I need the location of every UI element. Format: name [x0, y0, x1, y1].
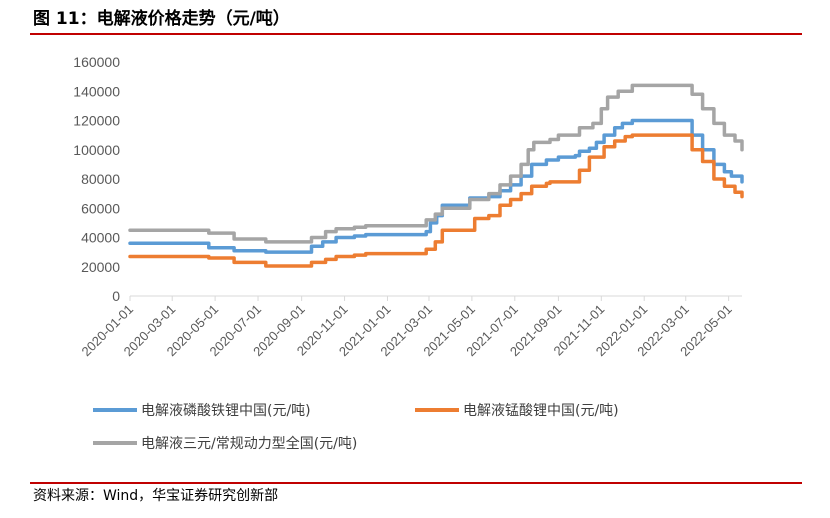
y-tick-label: 80000 [81, 171, 120, 187]
y-tick-label: 60000 [81, 200, 120, 216]
y-tick-label: 120000 [73, 113, 120, 129]
legend-label-2: 电解液锰酸锂中国(元/吨) [463, 403, 619, 419]
series-line-1 [128, 118, 744, 254]
y-tick-label: 100000 [73, 142, 120, 158]
legend-label-1: 电解液磷酸铁锂中国(元/吨) [141, 403, 311, 419]
y-tick-label: 0 [112, 288, 120, 304]
figure-title: 图 11：电解液价格走势（元/吨） [33, 9, 290, 29]
line-chart: 0 20000 40000 60000 80000 100000 120000 140000 1… [73, 54, 744, 452]
series-lines [128, 83, 744, 268]
y-tick-label: 160000 [73, 54, 120, 70]
legend-label-3: 电解液三元/常规动力型全国(元/吨) [141, 435, 357, 452]
x-axis: 2020-01-012020-03-012020-05-012020-07-01… [78, 295, 742, 359]
legend: 电解液磷酸铁锂中国(元/吨) 电解液锰酸锂中国(元/吨) 电解液三元/常规动力型全国… [93, 403, 619, 452]
series-line-3 [128, 83, 744, 244]
y-tick-label: 20000 [81, 259, 120, 275]
y-tick-label: 140000 [73, 83, 120, 99]
source-note: 资料来源：Wind，华宝证券研究创新部 [33, 488, 279, 504]
y-axis: 0 20000 40000 60000 80000 100000 120000 140000 1… [73, 54, 120, 304]
title-divider [30, 33, 802, 35]
series-line-2 [128, 133, 744, 268]
source-divider [30, 482, 802, 484]
y-tick-label: 40000 [81, 230, 120, 246]
